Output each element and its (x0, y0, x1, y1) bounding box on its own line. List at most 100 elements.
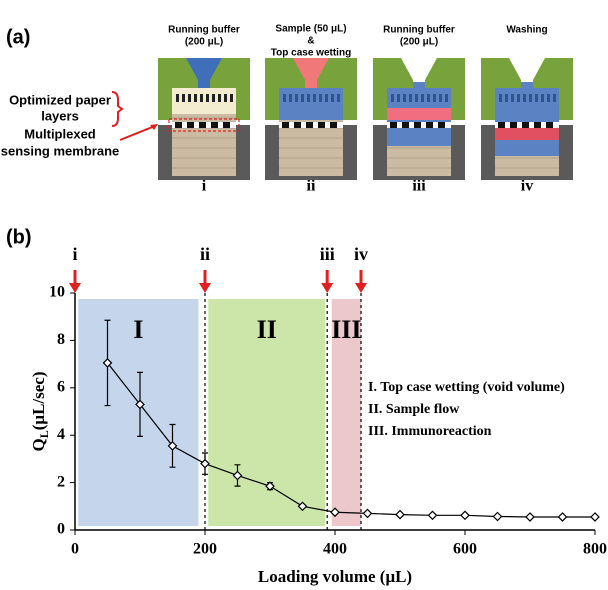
data-point (167, 441, 178, 451)
pad (427, 94, 430, 102)
pad (505, 94, 508, 102)
marker-label: iii (320, 244, 335, 264)
data-point (232, 470, 243, 481)
marker-label: iv (354, 244, 368, 264)
step-header: Top case wetting (271, 48, 351, 59)
pad (301, 94, 304, 102)
annotation: Optimized paper (9, 92, 111, 107)
device (481, 58, 573, 180)
marker-arrow-head (69, 283, 81, 293)
y-axis-label: QL(μL/sec) (29, 372, 51, 452)
inlet (509, 58, 545, 90)
sample-band (387, 108, 451, 120)
membrane-spot (211, 122, 218, 128)
marker-label: i (72, 244, 77, 264)
panel-label: (a) (6, 26, 30, 48)
data-point (297, 501, 308, 512)
pad (415, 94, 418, 102)
pad (553, 94, 556, 102)
pad (337, 94, 340, 102)
pad (307, 94, 310, 102)
panel-label: (b) (6, 226, 32, 248)
marker-arrow-head (355, 283, 367, 293)
x-tick-label: 200 (193, 541, 217, 558)
pad (517, 94, 520, 102)
pad (511, 94, 514, 102)
step-label: i (202, 178, 207, 195)
membrane-spot (402, 122, 409, 128)
membrane-spot (390, 122, 397, 128)
pad (529, 94, 532, 102)
region-label: I (133, 315, 143, 344)
pad (331, 94, 334, 102)
membrane-spot (318, 122, 325, 128)
pad (289, 94, 292, 102)
membrane-spot (199, 122, 206, 128)
x-tick-label: 600 (453, 541, 477, 558)
pad (523, 94, 526, 102)
pad (499, 94, 502, 102)
region-label: III (331, 315, 361, 344)
y-tick-label: 2 (57, 473, 65, 490)
step-header: & (307, 36, 314, 47)
highlight (168, 118, 240, 132)
data-point (492, 511, 503, 522)
pad (176, 94, 179, 102)
y-tick-label: 0 (57, 521, 65, 538)
membrane-spot (510, 122, 517, 128)
membrane-spot (426, 122, 433, 128)
membrane-spot (522, 122, 529, 128)
y-label-part: Q (29, 438, 48, 451)
step-header: Sample (50 μL) (275, 24, 346, 35)
diagrams: Running buffer(200 μL) i Sample (50 μL)&To… (158, 24, 573, 195)
region-label: II (257, 315, 277, 344)
legend-text: II. Sample flow (368, 402, 460, 417)
pad (403, 94, 406, 102)
membrane-spot (498, 122, 505, 128)
data-line (107, 362, 595, 518)
marker-arrow-head (321, 283, 334, 293)
pad (230, 94, 233, 102)
data-point (200, 458, 210, 469)
membrane-spot (282, 122, 289, 128)
pad (319, 94, 322, 102)
inlet (293, 58, 329, 90)
data-point (102, 358, 113, 368)
arrow-head (150, 124, 158, 130)
pad (397, 94, 400, 102)
x-tick-label: 400 (323, 541, 347, 558)
y-tick-label: 10 (49, 284, 65, 301)
membrane-spot (534, 122, 541, 128)
data-point (362, 508, 373, 519)
pad (433, 94, 436, 102)
pad (547, 94, 550, 102)
data-point (590, 512, 600, 522)
annotation: Multiplexed (24, 126, 96, 141)
step-label: iv (521, 178, 533, 195)
legend-text: III. Immunoreaction (368, 424, 492, 439)
pad (445, 94, 448, 102)
region (78, 299, 199, 526)
step-header: Running buffer (168, 25, 240, 36)
membrane-spot (187, 122, 194, 128)
data-point (460, 510, 470, 521)
pad (218, 94, 221, 102)
sample-band (495, 128, 559, 140)
data-point (525, 512, 535, 522)
membrane-spot (294, 122, 301, 128)
marker-arrow-head (199, 283, 211, 293)
pad (206, 94, 209, 102)
step-label: iii (412, 178, 426, 195)
step-header: (200 μL) (185, 37, 223, 48)
membrane-spot (175, 122, 182, 128)
brace (111, 91, 124, 127)
pad (535, 94, 538, 102)
region (208, 299, 326, 526)
device (158, 58, 250, 180)
data-point (330, 507, 340, 518)
marker-label: ii (200, 244, 210, 264)
pad (541, 94, 544, 102)
data-point (395, 509, 405, 520)
pad (194, 94, 197, 102)
